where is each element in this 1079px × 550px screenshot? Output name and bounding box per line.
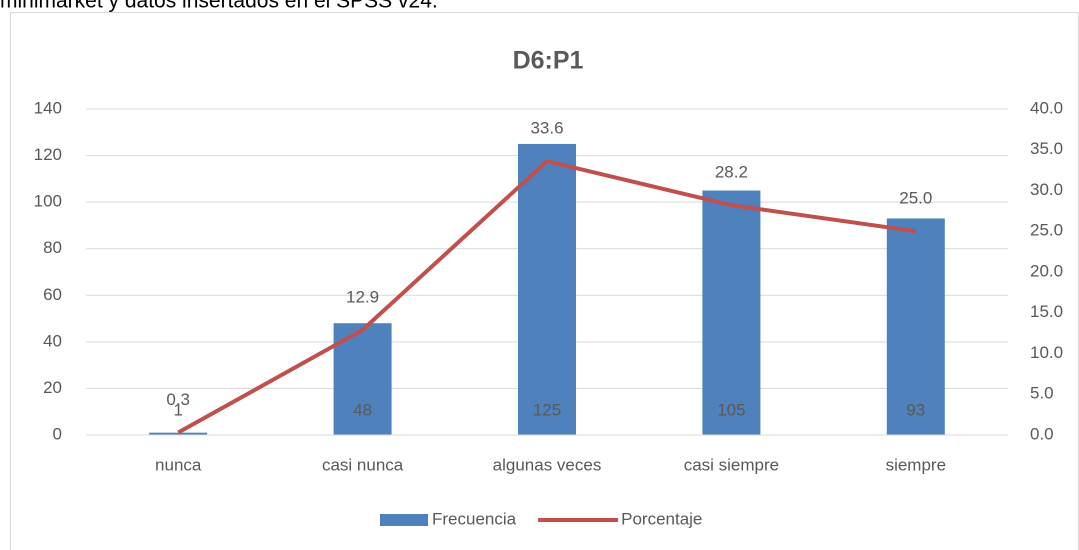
bar-value-label: 1 (173, 400, 182, 419)
caption: minimarket y datos insertados en el SPSS… (0, 0, 438, 13)
bar-value-label: 48 (353, 400, 372, 419)
y-tick-label: 60 (43, 285, 62, 304)
legend-swatch (380, 514, 428, 526)
bar-value-label: 93 (906, 400, 925, 419)
legend-label: Porcentaje (621, 509, 702, 528)
y2-tick-label: 20.0 (1030, 261, 1063, 280)
y2-tick-label: 35.0 (1030, 139, 1063, 158)
y2-tick-label: 15.0 (1030, 302, 1063, 321)
line-value-label: 33.6 (530, 119, 563, 138)
bar (886, 218, 945, 435)
line (177, 159, 917, 435)
x-tick-label: nunca (155, 455, 202, 474)
bar (149, 432, 208, 435)
y-tick-label: 20 (43, 378, 62, 397)
y2-tick-label: 25.0 (1030, 221, 1063, 240)
y-tick-label: 140 (34, 98, 62, 117)
chart-title: D6:P1 (513, 47, 584, 75)
y-tick-label: 100 (34, 192, 62, 211)
line-value-label: 28.2 (715, 163, 748, 182)
bar-value-label: 105 (717, 400, 745, 419)
bar-value-label: 125 (533, 400, 561, 419)
y2-tick-label: 40.0 (1030, 98, 1063, 117)
x-tick-label: casi siempre (684, 455, 779, 474)
legend-label: Frecuencia (432, 509, 517, 528)
x-tick-label: siempre (886, 455, 946, 474)
bar (518, 143, 576, 435)
x-tick-label: casi nunca (322, 455, 404, 474)
y-tick-label: 120 (34, 145, 62, 164)
y-tick-label: 0 (53, 424, 62, 443)
y-tick-label: 80 (43, 238, 62, 257)
line-value-label: 0.3 (166, 390, 190, 409)
line-value-label: 25.0 (899, 189, 932, 208)
y2-tick-label: 30.0 (1030, 180, 1063, 199)
y-tick-label: 40 (43, 331, 62, 350)
y2-tick-label: 10.0 (1030, 343, 1063, 362)
line-value-label: 12.9 (346, 287, 379, 306)
y2-tick-label: 0.0 (1030, 424, 1054, 443)
x-tick-label: algunas veces (493, 455, 602, 474)
y2-tick-label: 5.0 (1030, 384, 1054, 403)
bar (702, 190, 761, 435)
